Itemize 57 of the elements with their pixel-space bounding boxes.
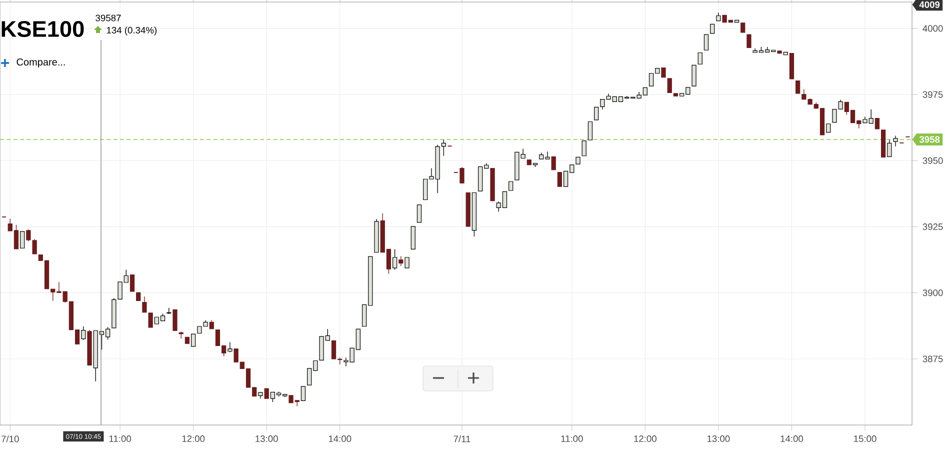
- candlestick: [392, 248, 398, 270]
- candlestick: [594, 106, 599, 120]
- annotation: 134 (0.34%): [106, 26, 157, 36]
- candlestick: [582, 140, 586, 156]
- candlestick: [874, 118, 880, 130]
- y-tick-label: 4000: [922, 25, 943, 32]
- y-tick-label: 3975: [922, 91, 943, 98]
- candlestick: [557, 172, 562, 187]
- candlestick: [130, 274, 135, 292]
- x-tick-label: 13:00: [256, 435, 278, 442]
- candlestick: [551, 156, 556, 170]
- x-tick-label: 14:00: [780, 435, 804, 442]
- candlestick: [667, 78, 672, 94]
- candlestick: [191, 334, 196, 347]
- candlestick: [398, 256, 404, 266]
- candlestick: [698, 52, 702, 64]
- candlestick: [893, 135, 898, 147]
- y-tick-label: 3925: [922, 223, 943, 230]
- y-tick-label: 3900: [922, 290, 943, 296]
- candlestick: [148, 312, 153, 328]
- y-tick-label: 3950: [922, 157, 943, 164]
- candlestick: [692, 64, 696, 86]
- y-tick-label: 3875: [922, 356, 943, 362]
- candlestick: [704, 34, 709, 50]
- x-tick-label: 7/10: [2, 435, 19, 442]
- annotation: 4009: [919, 1, 940, 8]
- x-tick-label: 11:00: [109, 435, 132, 442]
- ref-line-label: 3958: [919, 136, 940, 143]
- candlestick: [331, 340, 336, 360]
- candlestick: [300, 386, 306, 402]
- candlestick: [661, 68, 666, 78]
- candlestick: [416, 204, 422, 223]
- x-tick-label: 14:00: [328, 435, 352, 442]
- candlestick: [228, 342, 232, 353]
- candlestick: [710, 24, 715, 34]
- x-tick-label: 7/11: [454, 435, 470, 442]
- candlestick: [264, 388, 269, 399]
- candlestick: [588, 121, 593, 140]
- candlestick: [746, 34, 752, 48]
- text: KSE100: [2, 20, 84, 38]
- candlestick: [410, 226, 416, 250]
- candlestick: [796, 80, 800, 94]
- candlestick: [404, 257, 410, 268]
- annotation: Compare...: [16, 58, 65, 68]
- x-tick-label: 11:00: [561, 435, 583, 442]
- candlestick: [81, 326, 86, 340]
- x-tick-label: 15:00: [854, 435, 876, 442]
- candlestick: [441, 139, 446, 156]
- x-tick-label: 13:00: [707, 435, 730, 442]
- x-tick-label: 12:00: [182, 435, 205, 442]
- x-tick-label: 12:00: [634, 435, 656, 442]
- candlestick: [142, 296, 147, 313]
- candlestick: [172, 309, 178, 331]
- candlestick: [20, 231, 25, 248]
- candlestick: [740, 22, 746, 33]
- text: 39587: [96, 14, 121, 22]
- candlestick: [887, 139, 892, 157]
